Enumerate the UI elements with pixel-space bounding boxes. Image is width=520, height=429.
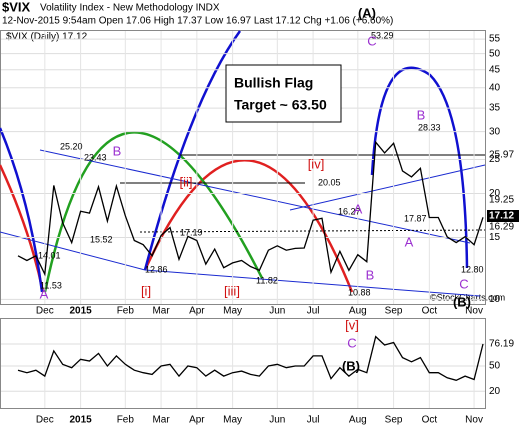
annotation: B bbox=[417, 107, 426, 122]
overlays bbox=[0, 30, 486, 297]
flag-text: Target ~ 63.50 bbox=[234, 97, 327, 113]
y-tick-label: 50 bbox=[489, 48, 501, 59]
x-tick-label: Aug bbox=[349, 415, 367, 426]
annotation: B bbox=[366, 267, 375, 282]
price-line bbox=[17, 140, 484, 277]
last-tag bbox=[487, 210, 519, 222]
annotation: 17.87 bbox=[404, 213, 427, 223]
annotation: C bbox=[347, 335, 356, 350]
x-tick-label: May bbox=[223, 415, 242, 426]
annotation: 11.53 bbox=[40, 280, 62, 290]
trend-line bbox=[39, 149, 471, 244]
annotation: [ii] bbox=[180, 174, 193, 189]
x-tick-label: Apr bbox=[189, 415, 205, 426]
x-tick-label: Sep bbox=[385, 306, 403, 317]
annotation: [iii] bbox=[224, 283, 240, 298]
annotation: 20.05 bbox=[318, 177, 341, 187]
annotation: C bbox=[459, 276, 468, 291]
y-tick-label: 20 bbox=[489, 386, 501, 397]
x-tick-label: Oct bbox=[422, 306, 438, 317]
x-tick-label: 2015 bbox=[69, 306, 92, 317]
symbol: $VIX bbox=[2, 0, 31, 14]
right-label: 16.29 bbox=[489, 222, 514, 233]
level-line bbox=[139, 229, 486, 233]
annotation: [v] bbox=[345, 317, 359, 332]
annotation: A bbox=[40, 286, 49, 301]
credit: ©StockCharts.com bbox=[430, 292, 505, 302]
y-tick-label: 35 bbox=[489, 103, 501, 114]
flag-box bbox=[225, 64, 342, 123]
y-tick-label: 45 bbox=[489, 64, 501, 75]
x-tick-label: 2015 bbox=[69, 415, 92, 426]
quote: 12-Nov-2015 9:54am Open 17.06 High 17.37… bbox=[2, 16, 393, 27]
y-tick-label: 30 bbox=[489, 126, 501, 137]
annotation: 16.27 bbox=[338, 206, 361, 216]
x-tick-label: Feb bbox=[117, 306, 135, 317]
x-tick-label: Jul bbox=[307, 306, 320, 317]
blue-arc bbox=[143, 30, 242, 271]
annotation: 17.19 bbox=[180, 227, 203, 237]
x-tick-label: Oct bbox=[422, 415, 438, 426]
lower-panel bbox=[0, 318, 486, 409]
annotation: 25.20 bbox=[60, 141, 83, 151]
x-tick-label: May bbox=[223, 306, 242, 317]
x-tick-label: Feb bbox=[117, 415, 135, 426]
annotation: 12.86 bbox=[145, 264, 168, 274]
annotation: (A) bbox=[358, 5, 376, 20]
annotation: (B) bbox=[453, 294, 471, 309]
y-tick-label: 10 bbox=[489, 294, 501, 305]
x-tick-label: Jul bbox=[307, 415, 320, 426]
x-tick-label: Mar bbox=[152, 415, 170, 426]
annotation: 10.88 bbox=[348, 287, 371, 297]
annotation: C bbox=[367, 33, 376, 48]
annotation: 23.43 bbox=[84, 152, 107, 162]
annotation: 53.29 bbox=[371, 30, 394, 40]
x-tick-label: Mar bbox=[152, 306, 170, 317]
annotation: A bbox=[405, 234, 414, 249]
y-tick-label: 25 bbox=[489, 154, 501, 165]
right-label: 19.25 bbox=[489, 195, 514, 206]
y-tick-label: 50 bbox=[489, 361, 501, 372]
x-tick-label: Aug bbox=[349, 306, 367, 317]
annotation: 11.82 bbox=[256, 275, 278, 285]
y-tick-label: 55 bbox=[489, 34, 501, 45]
y-tick-label: 76.19 bbox=[489, 339, 514, 350]
trend-line bbox=[0, 231, 146, 271]
annotation: A bbox=[354, 201, 363, 216]
x-tick-label: Sep bbox=[385, 415, 403, 426]
x-tick-label: Dec bbox=[36, 306, 54, 317]
annotation: [i] bbox=[141, 283, 151, 298]
annotation: 14.01 bbox=[38, 250, 61, 260]
x-tick-label: Apr bbox=[189, 306, 205, 317]
flag-text: Bullish Flag bbox=[234, 75, 313, 91]
trend-line bbox=[144, 269, 481, 297]
y-tick-label: 40 bbox=[489, 82, 501, 93]
legend: $VIX (Daily) 17.12 bbox=[6, 32, 88, 43]
y-tick-label: 20 bbox=[489, 188, 501, 199]
index-name: Volatility Index - New Methodology INDX bbox=[40, 3, 220, 14]
annotation: 12.80 bbox=[461, 264, 484, 274]
annotation: 28.33 bbox=[418, 122, 441, 132]
price-line bbox=[17, 335, 484, 381]
x-tick-label: Jun bbox=[269, 415, 285, 426]
green-arc bbox=[43, 131, 264, 293]
right-label: 17.12 bbox=[489, 211, 514, 222]
y-tick-label: 15 bbox=[489, 232, 501, 243]
annotation: [iv] bbox=[308, 156, 325, 171]
trend-line bbox=[289, 164, 486, 211]
annotation: B bbox=[113, 143, 122, 158]
x-tick-label: Nov bbox=[465, 306, 483, 317]
blue-arc bbox=[370, 66, 469, 269]
annotation: (B) bbox=[342, 358, 360, 373]
right-label: 25.97 bbox=[489, 150, 514, 161]
blue-arc bbox=[0, 127, 44, 293]
annotation: 15.52 bbox=[90, 234, 113, 244]
x-tick-label: Jun bbox=[269, 306, 285, 317]
x-tick-label: Nov bbox=[465, 415, 483, 426]
x-tick-label: Dec bbox=[36, 415, 54, 426]
